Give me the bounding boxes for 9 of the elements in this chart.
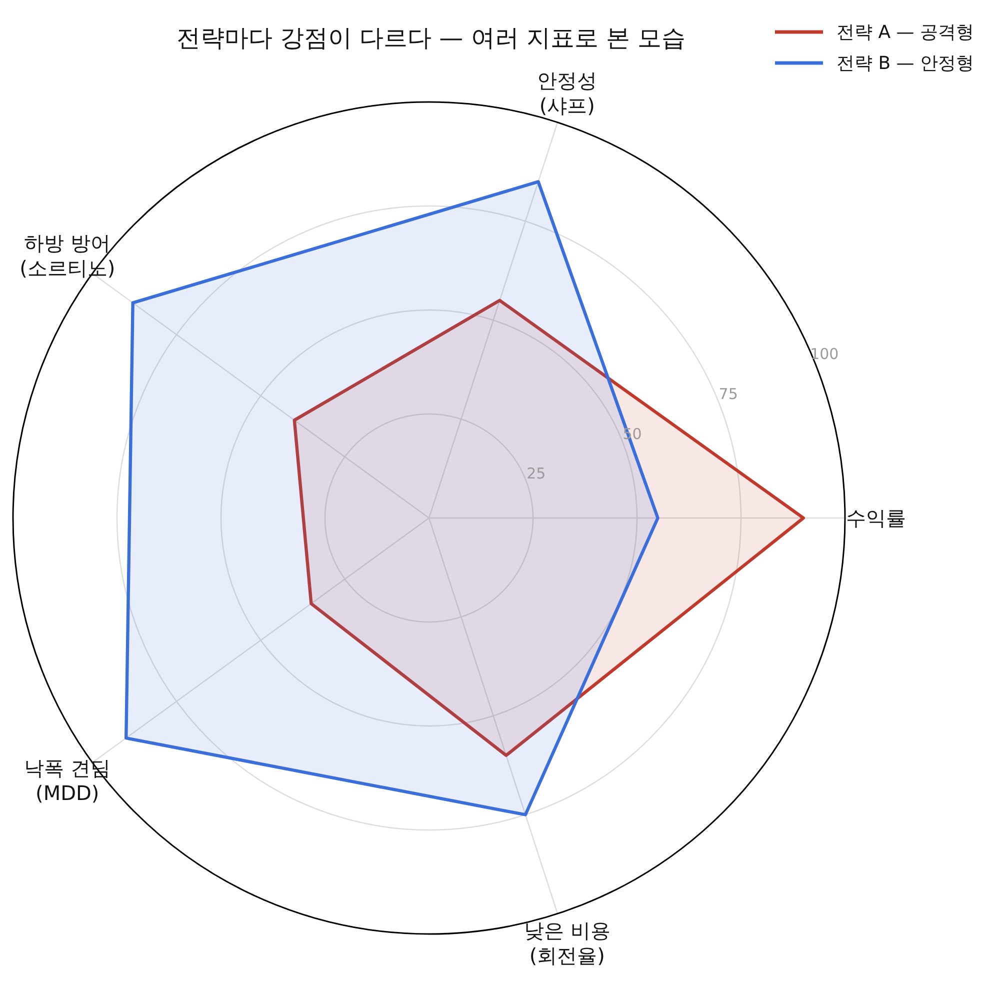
spoke-label: 수익률	[846, 506, 906, 530]
chart-title: 전략마다 강점이 다르다 — 여러 지표로 본 모습	[176, 24, 686, 52]
spoke-label: 안정성 (샤프)	[537, 68, 598, 118]
y-tick-label: 25	[526, 464, 546, 483]
legend-label: 전략 B — 안정형	[836, 52, 974, 74]
y-tick-label: 75	[718, 385, 738, 404]
spoke-label: 낮은 비용 (회전율)	[524, 918, 610, 968]
y-tick-label: 100	[810, 345, 839, 364]
legend-label: 전략 A — 공격형	[836, 22, 974, 42]
